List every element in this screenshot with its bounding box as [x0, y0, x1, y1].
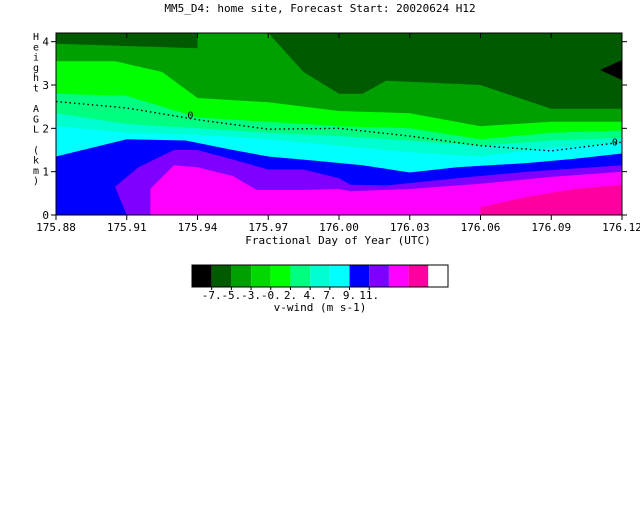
zero-contour-line [55, 100, 623, 152]
colorbar-frame [191, 264, 449, 288]
colorbar-tick-label-2: -3. [241, 289, 261, 302]
colorbar-swatch-4 [270, 265, 291, 287]
zero-contour-label-1: 0 [612, 138, 618, 149]
y-axis-label-char-12: k [33, 156, 39, 167]
colorbar-tick-label-3: -0. [261, 289, 281, 302]
y-axis-label-char-8: G [33, 114, 39, 125]
y-axis-label-char-11: ( [33, 145, 39, 156]
contour-region-9 [480, 184, 622, 215]
x-tick-label-6: 176.06 [461, 221, 501, 234]
y-tick-label-1: 1 [42, 166, 49, 179]
y-axis-label-char-13: m [33, 166, 39, 177]
y-axis: 0 1 2 3 4 [42, 36, 627, 222]
colorbar-swatch-1 [211, 265, 232, 287]
colorbar-swatch-9 [369, 265, 389, 287]
arrow-marker-icon [600, 60, 622, 80]
x-tick-label-5: 176.03 [390, 221, 430, 234]
y-axis-label-char-7: A [33, 104, 39, 115]
colorbar-swatch-0 [192, 265, 212, 287]
colorbar-swatch-10 [388, 265, 409, 287]
x-tick-label-7: 176.09 [531, 221, 571, 234]
colorbar: -7. -5. -3. -0. 2. 4. 7. 9. 11. [191, 264, 449, 302]
zero-contour: 00 [55, 60, 623, 152]
colorbar-swatch-3 [251, 265, 271, 287]
y-tick-label-0: 0 [42, 209, 49, 222]
x-tick-label-0: 175.88 [36, 221, 76, 234]
y-axis-label-char-4: h [33, 73, 39, 84]
colorbar-tick-label-8: 11. [359, 289, 379, 302]
plot-area [56, 33, 622, 215]
y-tick-label-2: 2 [42, 122, 49, 135]
colorbar-tick-label-7: 9. [343, 289, 356, 302]
x-tick-label-3: 175.97 [248, 221, 288, 234]
y-axis-label-char-2: i [33, 53, 39, 64]
y-axis-label-char-5: t [33, 84, 39, 95]
y-axis-label-char-1: e [33, 42, 39, 53]
x-tick-label-1: 175.91 [107, 221, 147, 234]
chart-title: MM5_D4: home site, Forecast Start: 20020… [164, 2, 475, 15]
x-tick-label-2: 175.94 [178, 221, 218, 234]
zero-contour-label-0: 0 [187, 110, 193, 121]
y-tick-label-3: 3 [42, 79, 49, 92]
colorbar-tick-label-5: 4. [304, 289, 317, 302]
x-tick-label-8: 176.12 [602, 221, 640, 234]
colorbar-swatch-2 [231, 265, 252, 287]
colorbar-swatch-5 [290, 265, 311, 287]
colorbar-label: v-wind (m s-1) [274, 301, 367, 314]
colorbar-tick-label-6: 7. [323, 289, 336, 302]
colorbar-swatch-7 [329, 265, 350, 287]
y-tick-label-4: 4 [42, 36, 49, 49]
colorbar-swatch-11 [408, 265, 429, 287]
colorbar-swatch-12 [428, 265, 448, 287]
colorbar-tick-label-1: -5. [221, 289, 241, 302]
y-axis-label-char-9: L [33, 125, 39, 136]
y-axis-label-char-14: ) [33, 176, 39, 187]
y-axis-label-char-3: g [33, 63, 39, 74]
x-axis: 175.88 175.91 175.94 175.97 176.00 176.03 176.… [36, 33, 640, 234]
colorbar-tick-label-0: -7. [202, 289, 222, 302]
colorbar-tick-label-4: 2. [284, 289, 297, 302]
x-tick-label-4: 176.00 [319, 221, 359, 234]
colorbar-swatch-6 [310, 265, 330, 287]
y-axis-label-char-0: H [33, 32, 39, 43]
colorbar-swatch-8 [349, 265, 370, 287]
x-axis-label: Fractional Day of Year (UTC) [245, 234, 430, 247]
